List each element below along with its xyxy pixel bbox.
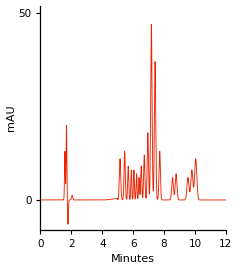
X-axis label: Minutes: Minutes	[111, 254, 155, 264]
Y-axis label: mAU: mAU	[5, 104, 15, 131]
